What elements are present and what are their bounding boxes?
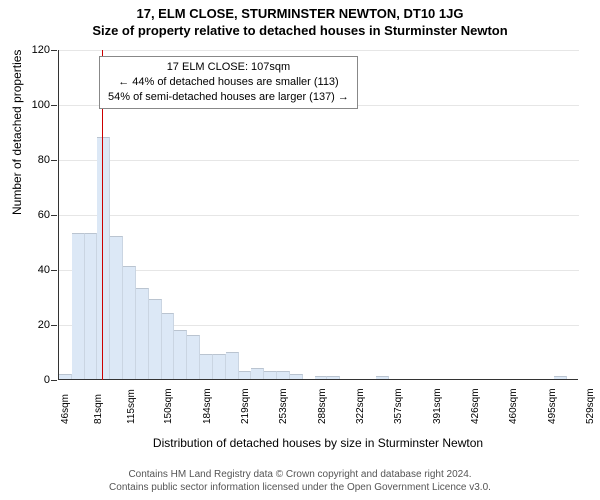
page-title-address: 17, ELM CLOSE, STURMINSTER NEWTON, DT10 … <box>0 0 600 21</box>
histogram-bar <box>59 374 72 380</box>
histogram-bar <box>200 354 213 379</box>
histogram-bar <box>149 299 162 379</box>
histogram-bar <box>226 352 239 380</box>
histogram-bar <box>110 236 123 379</box>
histogram-bar <box>264 371 277 379</box>
x-axis-label: Distribution of detached houses by size … <box>58 436 578 450</box>
annotation-line1: 17 ELM CLOSE: 107sqm <box>108 60 349 75</box>
y-tick-label: 100 <box>20 99 50 111</box>
y-axis-label: Number of detached properties <box>10 50 24 215</box>
histogram-bar <box>277 371 290 379</box>
histogram-bar <box>136 288 149 379</box>
histogram-bar <box>187 335 200 379</box>
histogram-bar <box>251 368 264 379</box>
histogram-bar <box>174 330 187 380</box>
y-tick-label: 60 <box>20 209 50 221</box>
footer-line2: Contains public sector information licen… <box>0 481 600 494</box>
histogram-bar <box>123 266 136 379</box>
histogram-bar <box>315 376 328 379</box>
y-tick-label: 120 <box>20 44 50 56</box>
annotation-line2: ← 44% of detached houses are smaller (11… <box>108 75 349 90</box>
page-title-subtitle: Size of property relative to detached ho… <box>0 21 600 38</box>
annotation-line3: 54% of semi-detached houses are larger (… <box>108 90 349 105</box>
histogram-bar <box>213 354 226 379</box>
histogram-bar <box>72 233 85 379</box>
footer-line1: Contains HM Land Registry data © Crown c… <box>0 468 600 481</box>
y-tick-label: 20 <box>20 319 50 331</box>
histogram-bar <box>239 371 252 379</box>
histogram-bar <box>97 137 110 379</box>
y-tick-label: 40 <box>20 264 50 276</box>
y-tick-label: 80 <box>20 154 50 166</box>
histogram-bar <box>327 376 340 379</box>
y-tick-label: 0 <box>20 374 50 386</box>
annotation-box: 17 ELM CLOSE: 107sqm ← 44% of detached h… <box>99 56 358 109</box>
histogram-bar <box>376 376 389 379</box>
histogram-bar <box>85 233 98 379</box>
chart-container: 17, ELM CLOSE, STURMINSTER NEWTON, DT10 … <box>0 0 600 500</box>
histogram-bar <box>162 313 175 379</box>
histogram-bar <box>290 374 303 380</box>
chart-area: 17 ELM CLOSE: 107sqm ← 44% of detached h… <box>58 50 578 380</box>
histogram-bar <box>554 376 567 379</box>
attribution-footer: Contains HM Land Registry data © Crown c… <box>0 468 600 494</box>
plot-region: 17 ELM CLOSE: 107sqm ← 44% of detached h… <box>58 50 578 380</box>
